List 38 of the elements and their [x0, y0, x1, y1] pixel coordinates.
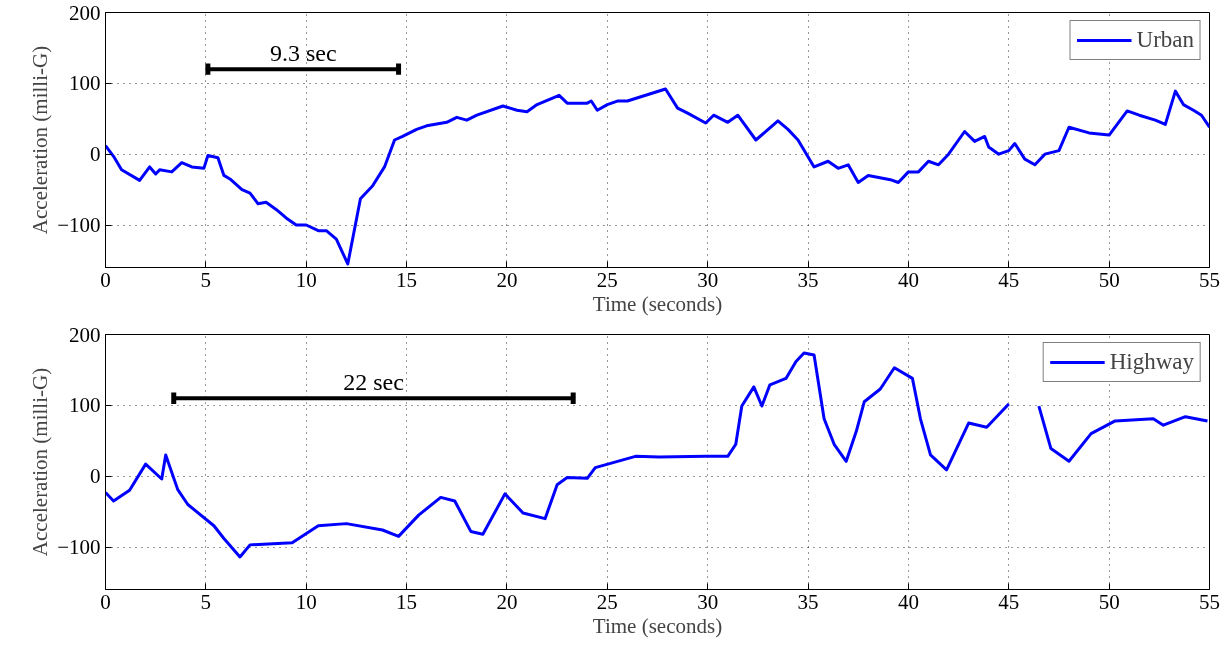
- x-tick-label: 35: [797, 267, 819, 292]
- x-axis-title: Time (seconds): [592, 613, 723, 638]
- x-tick-label: 10: [295, 267, 317, 292]
- y-tick-label: 200: [69, 0, 101, 25]
- legend-label: Highway: [1109, 349, 1194, 375]
- x-tick-label: 15: [396, 589, 418, 614]
- annotation: 22 sec: [343, 369, 404, 396]
- x-tick-label: 40: [897, 589, 919, 614]
- x-tick-label: 5: [200, 267, 212, 292]
- annotation: 9.3 sec: [269, 40, 337, 67]
- y-tick-label: 0: [90, 142, 101, 167]
- x-tick-label: 25: [596, 589, 618, 614]
- x-tick-label: 5: [200, 589, 212, 614]
- x-tick-label: 50: [1098, 589, 1120, 614]
- x-tick-label: 50: [1098, 267, 1120, 292]
- legend-label: Urban: [1136, 27, 1194, 53]
- x-tick-label: 20: [496, 267, 518, 292]
- x-tick-label: 55: [1199, 267, 1220, 292]
- x-tick-label: 15: [396, 267, 418, 292]
- y-axis-title: Acceleration (milli-G): [28, 45, 53, 235]
- x-tick-label: 30: [697, 589, 719, 614]
- x-tick-label: 35: [797, 589, 819, 614]
- x-tick-label: 25: [596, 267, 618, 292]
- y-tick-label: 0: [90, 464, 101, 489]
- y-tick-label: 200: [69, 322, 101, 347]
- y-tick-label: −100: [57, 213, 101, 237]
- x-tick-label: 45: [998, 589, 1020, 614]
- x-tick-label: 30: [697, 267, 719, 292]
- x-tick-label: 40: [897, 267, 919, 292]
- y-tick-label: −100: [57, 535, 101, 559]
- x-tick-label: 10: [295, 589, 317, 614]
- x-axis-title: Time (seconds): [592, 291, 723, 316]
- y-tick-label: 100: [69, 393, 101, 418]
- x-tick-label: 20: [496, 589, 518, 614]
- x-tick-label: 55: [1199, 589, 1220, 614]
- x-tick-label: 45: [998, 267, 1020, 292]
- y-axis-title: Acceleration (milli-G): [28, 367, 53, 557]
- y-tick-label: 100: [69, 71, 101, 96]
